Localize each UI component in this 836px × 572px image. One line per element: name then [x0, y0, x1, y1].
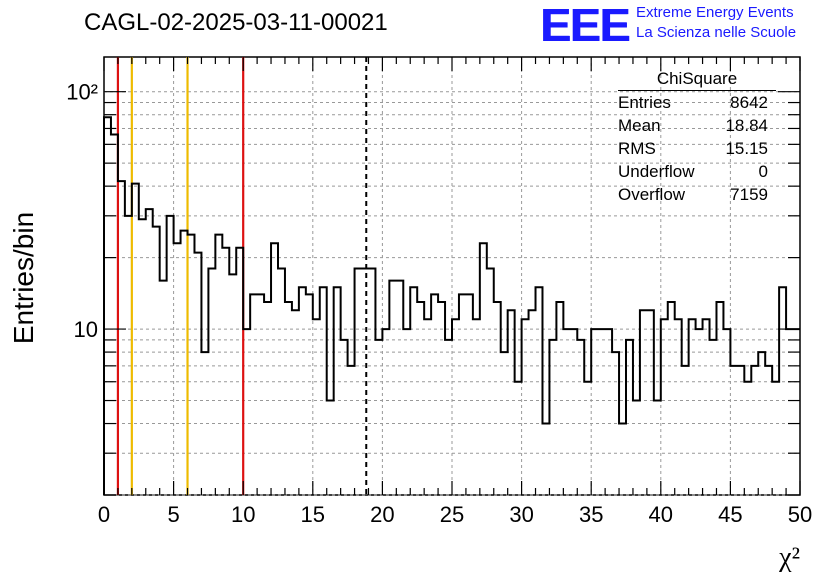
x-tick-label: 45 [718, 502, 742, 527]
x-tick-label: 10 [231, 502, 255, 527]
x-tick-label: 35 [579, 502, 603, 527]
axis-tick-labels: 0 5 10 15 20 25 30 35 40 45 50 10 10² [66, 80, 812, 527]
x-tick-label: 20 [370, 502, 394, 527]
stats-box: ChiSquare Entries 8642 Mean 18.84 RMS 15… [612, 68, 776, 206]
eee-logo-line1: Extreme Energy Events [636, 4, 794, 21]
x-tick-label: 25 [440, 502, 464, 527]
stats-value: 15.15 [725, 139, 768, 158]
x-tick-label: 15 [301, 502, 325, 527]
stats-row-mean: Mean 18.84 [612, 114, 776, 137]
x-tick-label: 5 [167, 502, 179, 527]
stats-row-overflow: Overflow 7159 [612, 183, 776, 206]
x-tick-label: 50 [788, 502, 812, 527]
stats-label: Mean [618, 116, 661, 135]
stats-label: Entries [618, 93, 671, 112]
stats-row-rms: RMS 15.15 [612, 137, 776, 160]
stats-value: 18.84 [725, 116, 768, 135]
eee-logo-line2: La Scienza nelle Scuole [636, 24, 797, 41]
stats-value: 8642 [730, 93, 768, 112]
y-tick-label: 10 [74, 317, 98, 342]
histogram-series [103, 116, 800, 495]
x-tick-label: 0 [98, 502, 110, 527]
x-tick-label: 40 [649, 502, 673, 527]
y-tick-label: 10² [66, 80, 98, 105]
y-axis-label: Entries/bin [8, 212, 39, 344]
stats-title: ChiSquare [618, 68, 776, 91]
axis-ticks [103, 57, 801, 496]
stats-value: 7159 [730, 185, 768, 204]
stats-label: RMS [618, 139, 656, 158]
stats-row-entries: Entries 8642 [612, 91, 776, 114]
stats-value: 0 [758, 162, 768, 181]
stats-label: Underflow [618, 162, 695, 181]
x-tick-label: 30 [509, 502, 533, 527]
stats-row-underflow: Underflow 0 [612, 160, 776, 183]
stats-label: Overflow [618, 185, 686, 204]
chart-title: CAGL-02-2025-03-11-00021 [84, 9, 388, 36]
x-axis-label: χ² [778, 542, 800, 572]
eee-logo-mark: EEE [540, 0, 630, 51]
reference-lines [116, 57, 368, 495]
eee-logo: EEE Extreme Energy Events La Scienza nel… [540, 0, 836, 51]
